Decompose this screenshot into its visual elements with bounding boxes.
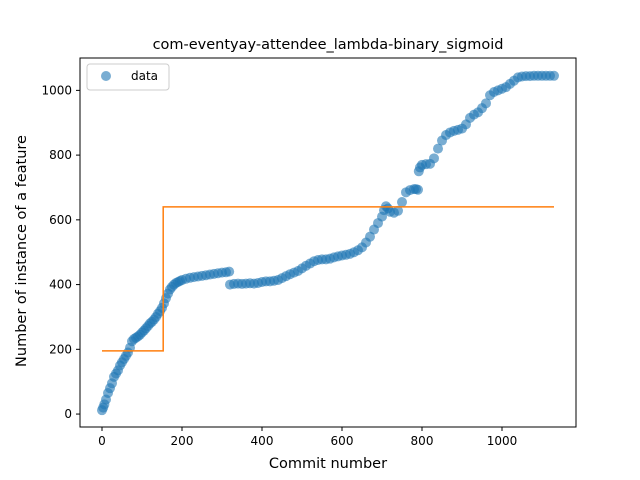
y-axis-label: Number of instance of a feature — [14, 135, 30, 367]
y-tick-label: 200 — [49, 342, 72, 356]
y-tick-label: 1000 — [41, 83, 72, 97]
plot-area — [97, 70, 559, 416]
legend-box — [86, 63, 170, 91]
x-axis-label: Commit number — [269, 456, 387, 472]
legend: data — [86, 63, 170, 91]
legend-marker-data — [101, 71, 111, 81]
data-point — [413, 184, 423, 195]
data-point — [429, 153, 439, 164]
data-point — [433, 143, 443, 154]
y-tick-label: 400 — [49, 278, 72, 292]
y-tick-label: 600 — [49, 213, 72, 227]
axes-frame — [79, 57, 577, 428]
x-tick-label: 200 — [171, 434, 194, 448]
x-tick-label: 800 — [411, 434, 434, 448]
x-tick-label: 0 — [98, 434, 106, 448]
data-point — [549, 70, 559, 81]
series-line — [102, 206, 554, 352]
legend-label-data: data — [131, 69, 158, 83]
data-point — [481, 98, 491, 109]
x-tick-label: 400 — [251, 434, 274, 448]
data-point — [393, 205, 403, 216]
x-tick-label: 1000 — [487, 434, 518, 448]
y-tick-label: 800 — [49, 148, 72, 162]
x-tick-label: 600 — [331, 434, 354, 448]
data-point — [224, 266, 235, 277]
x-axis-ticks: 0 200 400 600 800 1000 — [98, 427, 517, 448]
y-axis-ticks: 0 200 400 600 800 1000 — [41, 83, 80, 421]
data-point — [397, 197, 407, 208]
chart-title: com-eventyay-attendee_lambda-binary_sigm… — [153, 37, 504, 53]
y-tick-label: 0 — [64, 407, 72, 421]
